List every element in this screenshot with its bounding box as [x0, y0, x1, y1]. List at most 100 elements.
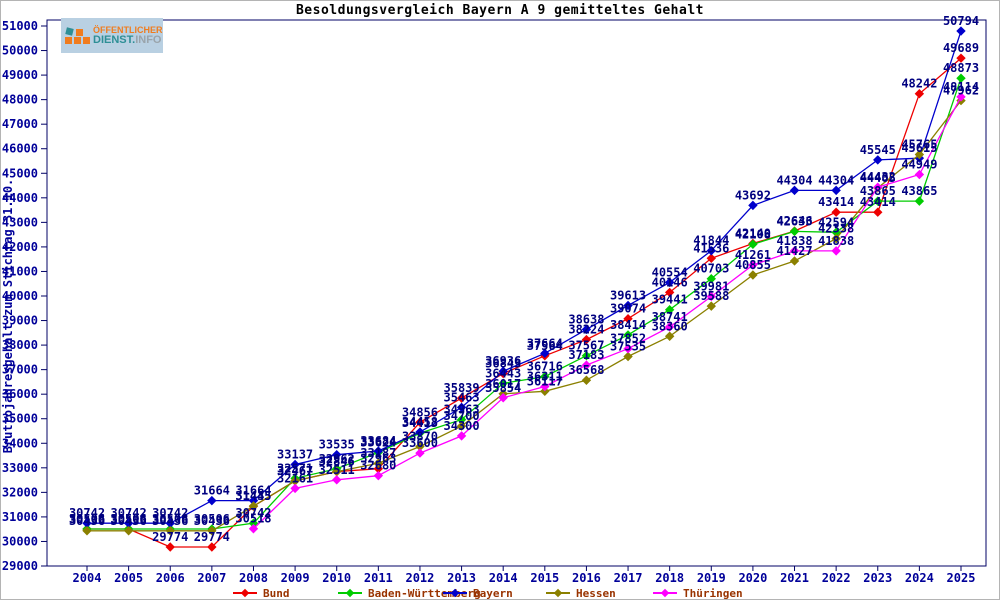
- data-point: [540, 381, 550, 392]
- data-point-label: 37664: [527, 336, 563, 350]
- data-point: [914, 88, 925, 99]
- data-point-label: 30436: [69, 514, 105, 528]
- y-tick-label: 47000: [2, 117, 38, 131]
- oeffentlicher-dienst-logo[interactable]: ÖFFENTLICHER DIENST.INFO: [61, 18, 163, 53]
- data-point: [623, 351, 633, 362]
- x-tick-label: 2018: [655, 571, 684, 585]
- y-tick-label: 41000: [2, 264, 38, 278]
- data-point: [956, 73, 966, 83]
- data-point: [706, 291, 716, 302]
- y-tick-label: 36000: [2, 387, 38, 401]
- logo-line2: DIENST.INFO: [93, 33, 163, 46]
- data-point: [623, 314, 633, 324]
- data-point-label: 38741: [652, 310, 688, 324]
- data-point-label: 36117: [527, 374, 563, 388]
- data-point-label: 41536: [693, 241, 729, 255]
- data-point: [956, 26, 966, 36]
- x-tick-label: 2020: [738, 571, 767, 585]
- data-point: [956, 92, 966, 102]
- y-tick-label: 48000: [2, 93, 38, 107]
- x-tick-label: 2015: [530, 571, 559, 585]
- x-tick-label: 2009: [281, 571, 310, 585]
- data-point-label: 44432: [860, 170, 896, 184]
- data-point: [789, 256, 800, 266]
- data-point: [873, 196, 883, 206]
- data-point-label: 41844: [693, 234, 729, 248]
- data-point-label: 36936: [485, 354, 521, 368]
- data-point-label: 41838: [776, 234, 812, 248]
- data-point: [873, 207, 883, 217]
- data-point-label: 37535: [610, 340, 646, 354]
- y-tick-label: 44000: [2, 191, 38, 205]
- legend-marker-icon: [338, 588, 362, 598]
- legend-item-hessen: Hessen: [546, 586, 616, 599]
- data-point: [873, 182, 883, 192]
- data-point: [914, 196, 925, 206]
- data-point: [456, 402, 467, 413]
- data-point-label: 32511: [319, 463, 355, 477]
- data-point: [290, 459, 300, 470]
- data-point-label: 42338: [818, 222, 854, 236]
- data-point: [332, 475, 342, 485]
- data-point: [456, 421, 467, 431]
- data-point-label: 36716: [527, 360, 563, 374]
- data-point: [415, 448, 425, 458]
- data-point-label: 30742: [152, 506, 188, 520]
- data-point: [165, 542, 175, 552]
- data-point: [664, 322, 675, 332]
- legend-marker-icon: [546, 588, 570, 598]
- data-point: [706, 274, 716, 284]
- data-point: [789, 246, 800, 256]
- data-point: [706, 246, 716, 256]
- data-point: [748, 270, 758, 280]
- y-tick-label: 50000: [2, 44, 38, 58]
- legend-item-th-ringen: Thüringen: [653, 586, 743, 599]
- data-point-label: 40703: [693, 262, 729, 276]
- data-point-label: 33600: [402, 436, 438, 450]
- data-point-label: 41838: [818, 234, 854, 248]
- data-point: [540, 348, 550, 359]
- data-point: [581, 334, 592, 345]
- data-point: [540, 371, 550, 382]
- data-point-label: 30518: [235, 512, 271, 526]
- data-point-label: 33624: [360, 436, 396, 450]
- legend-label: Bund: [263, 586, 290, 600]
- data-point: [706, 301, 716, 311]
- data-point-label: 44949: [901, 158, 937, 172]
- y-tick-label: 40000: [2, 289, 38, 303]
- series-line-baden-w-rttemberg: [87, 77, 962, 530]
- data-point: [165, 526, 175, 536]
- data-point-label: 30506: [69, 512, 105, 526]
- data-point-label: 44304: [776, 173, 812, 187]
- x-tick-label: 2016: [572, 571, 601, 585]
- data-point: [415, 417, 425, 427]
- data-point-label: 30506: [194, 512, 230, 526]
- data-point-label: 40146: [652, 275, 688, 289]
- data-point-label: 30506: [69, 512, 105, 526]
- data-point-label: 42140: [735, 226, 771, 240]
- y-axis-title: Bruttojahresgehalt zum Stichtag 31.10.: [1, 179, 15, 454]
- data-point-label: 32161: [277, 471, 313, 485]
- logo-text: ÖFFENTLICHER DIENST.INFO: [93, 25, 163, 46]
- x-tick-label: 2005: [114, 571, 143, 585]
- data-point: [956, 53, 966, 63]
- data-point-label: 42594: [818, 215, 854, 229]
- data-point: [664, 305, 675, 315]
- data-point-label: 30436: [152, 514, 188, 528]
- data-point: [581, 360, 592, 370]
- data-point-label: 41261: [735, 248, 771, 262]
- x-tick-label: 2008: [239, 571, 268, 585]
- logo-dienst: DIENST.: [93, 33, 136, 46]
- data-point-label: 30506: [111, 512, 147, 526]
- data-point-label: 43414: [818, 195, 854, 209]
- data-point-label: 39588: [693, 289, 729, 303]
- data-point-label: 45765: [901, 137, 937, 151]
- data-point-label: 44304: [818, 173, 854, 187]
- data-point: [623, 300, 633, 311]
- series-line-bund: [87, 57, 962, 548]
- x-tick-label: 2004: [73, 571, 102, 585]
- y-tick-label: 32000: [2, 485, 38, 499]
- data-point-label: 34413: [402, 416, 438, 430]
- data-point-label: 30506: [111, 512, 147, 526]
- data-point-label: 33870: [402, 429, 438, 443]
